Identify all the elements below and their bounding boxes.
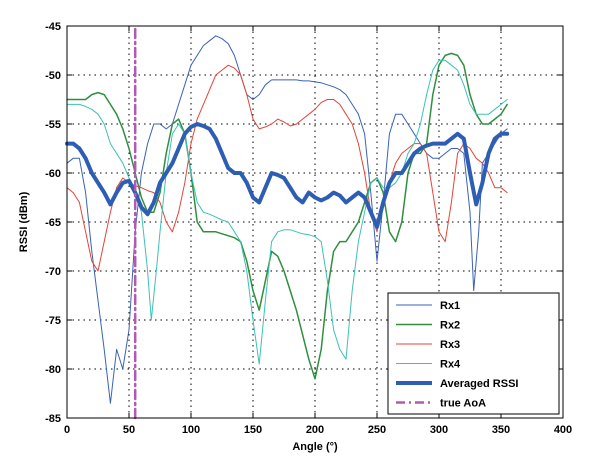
y-tick-label: -65	[45, 217, 61, 229]
x-axis-label: Angle (°)	[292, 441, 338, 453]
legend: Rx1 Rx2 Rx3 Rx4 Averaged RSSI true AoA	[387, 292, 560, 415]
series-line-5	[65, 122, 510, 229]
y-tick-label: -80	[45, 364, 61, 376]
series-line-2	[66, 52, 508, 380]
legend-label: Rx3	[440, 339, 460, 351]
grid	[67, 26, 563, 418]
series-layer	[65, 24, 510, 420]
y-tick-label: -85	[45, 413, 61, 425]
y-tick-label: -70	[45, 266, 61, 278]
series-line-1	[66, 35, 508, 404]
x-tick-label: 250	[368, 424, 386, 436]
y-tick-label: -60	[45, 168, 61, 180]
legend-label: Rx2	[440, 320, 460, 332]
series-line-3	[66, 64, 508, 272]
legend-label: Rx1	[440, 300, 460, 312]
x-tick-label: 200	[306, 424, 324, 436]
x-tick-label: 50	[123, 424, 135, 436]
y-tick-label: -55	[45, 119, 61, 131]
x-tick-label: 300	[430, 424, 448, 436]
x-tick-label: 0	[64, 424, 70, 436]
x-tick-label: 100	[182, 424, 200, 436]
legend-label: true AoA	[440, 398, 486, 410]
series-line-4	[66, 59, 508, 365]
ticks: 0 50 100 150 200 250 300 350 400 -85 -80 -75 -70 -65 -…	[45, 21, 572, 436]
x-tick-label: 350	[492, 424, 510, 436]
y-axis-label: RSSI (dBm)	[18, 191, 30, 252]
legend-label: Rx4	[440, 359, 461, 371]
x-tick-label: 400	[554, 424, 572, 436]
x-tick-label: 150	[244, 424, 262, 436]
y-tick-label: -75	[45, 315, 61, 327]
legend-label: Averaged RSSI	[440, 378, 518, 390]
legend-box	[387, 292, 560, 415]
y-tick-label: -45	[45, 21, 61, 33]
y-tick-label: -50	[45, 70, 61, 82]
